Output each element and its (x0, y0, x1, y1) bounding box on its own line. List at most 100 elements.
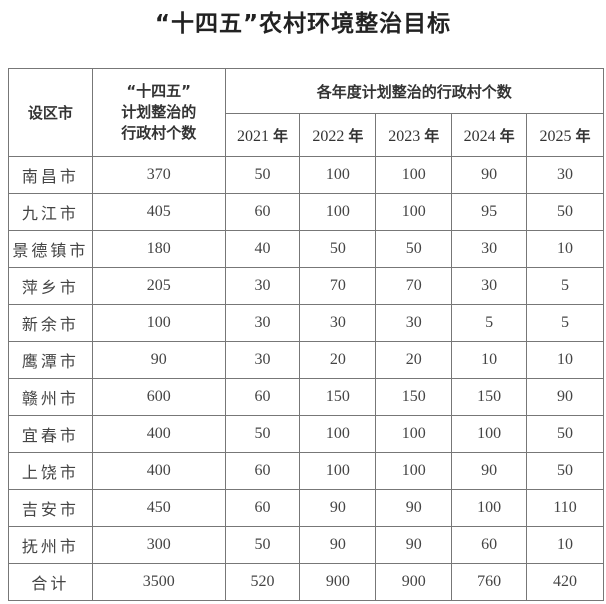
year-cell: 90 (299, 526, 377, 564)
year-cell: 10 (526, 230, 604, 268)
year-cell: 30 (224, 267, 301, 305)
year-cell: 5 (526, 267, 604, 305)
year-cell: 5 (451, 304, 528, 342)
header-city: 设区市 (8, 68, 93, 157)
year-cell: 110 (526, 489, 604, 527)
year-cell: 100 (375, 193, 453, 231)
total-cell: 400 (91, 415, 226, 453)
year-cell: 30 (526, 156, 604, 194)
year-cell: 420 (526, 563, 604, 601)
city-cell: 抚州市 (8, 526, 93, 564)
year-cell: 150 (299, 378, 377, 416)
year-cell: 50 (526, 415, 604, 453)
header-total-line: 计划整治的 (121, 103, 197, 121)
table-row: 合计 3500 520 900 900 760 420 (8, 563, 604, 601)
header-year-2025: 2025 年 (526, 113, 604, 157)
year-cell: 30 (451, 230, 528, 268)
year-cell: 150 (451, 378, 528, 416)
year-cell: 60 (224, 489, 301, 527)
header-year-2021: 2021 年 (224, 113, 301, 157)
city-cell: 鹰潭市 (8, 341, 93, 379)
total-cell: 450 (91, 489, 226, 527)
city-cell: 上饶市 (8, 452, 93, 490)
year-cell: 150 (375, 378, 453, 416)
city-cell: 赣州市 (8, 378, 93, 416)
table-row: 鹰潭市 90 30 20 20 10 10 (8, 341, 604, 379)
year-cell: 100 (451, 415, 528, 453)
year-cell: 10 (526, 341, 604, 379)
year-cell: 60 (224, 193, 301, 231)
year-cell: 10 (526, 526, 604, 564)
total-cell: 600 (91, 378, 226, 416)
year-cell: 50 (224, 415, 301, 453)
year-cell: 900 (375, 563, 453, 601)
year-cell: 30 (224, 341, 301, 379)
header-total-line: 行政村个数 (121, 124, 197, 142)
year-cell: 100 (375, 156, 453, 194)
year-value: 2022 (312, 127, 345, 145)
city-cell: 合计 (8, 563, 93, 601)
year-cell: 20 (299, 341, 377, 379)
page-title: “十四五”农村环境整治目标 (154, 11, 452, 37)
header-year-2023: 2023 年 (375, 113, 453, 157)
year-cell: 90 (526, 378, 604, 416)
table-row: 赣州市 600 60 150 150 150 90 (8, 378, 604, 416)
city-cell: 宜春市 (8, 415, 93, 453)
year-cell: 10 (451, 341, 528, 379)
city-cell: 吉安市 (8, 489, 93, 527)
header-annual-group: 各年度计划整治的行政村个数 (224, 68, 605, 114)
year-cell: 90 (375, 526, 453, 564)
year-cell: 90 (451, 452, 528, 490)
year-value: 2023 (388, 127, 421, 145)
total-cell: 3500 (91, 563, 226, 601)
city-cell: 萍乡市 (8, 267, 93, 305)
year-cell: 70 (375, 267, 453, 305)
total-cell: 100 (91, 304, 226, 342)
year-cell: 40 (224, 230, 301, 268)
year-cell: 90 (375, 489, 453, 527)
total-cell: 300 (91, 526, 226, 564)
year-cell: 50 (299, 230, 377, 268)
table-row: 南昌市 370 50 100 100 90 30 (8, 156, 604, 194)
total-cell: 370 (91, 156, 226, 194)
year-cell: 30 (451, 267, 528, 305)
year-cell: 100 (375, 452, 453, 490)
year-suffix: 年 (424, 126, 440, 145)
year-cell: 50 (526, 193, 604, 231)
year-cell: 60 (224, 452, 301, 490)
year-suffix: 年 (575, 126, 591, 145)
year-value: 2025 (539, 127, 572, 145)
year-cell: 30 (224, 304, 301, 342)
total-cell: 90 (91, 341, 226, 379)
header-year-2022: 2022 年 (299, 113, 377, 157)
year-cell: 50 (224, 156, 301, 194)
table-row: 萍乡市 205 30 70 70 30 5 (8, 267, 604, 305)
year-value: 2024 (463, 127, 496, 145)
total-cell: 205 (91, 267, 226, 305)
year-cell: 5 (526, 304, 604, 342)
year-cell: 30 (375, 304, 453, 342)
header-total: “十四五” 计划整治的 行政村个数 (91, 68, 226, 157)
year-cell: 70 (299, 267, 377, 305)
year-cell: 100 (299, 156, 377, 194)
header-total-line: “十四五” (126, 82, 192, 100)
city-cell: 九江市 (8, 193, 93, 231)
year-cell: 100 (299, 452, 377, 490)
year-cell: 95 (451, 193, 528, 231)
table-row: 九江市 405 60 100 100 95 50 (8, 193, 604, 231)
year-suffix: 年 (272, 126, 288, 145)
year-cell: 60 (224, 378, 301, 416)
total-cell: 180 (91, 230, 226, 268)
table-row: 吉安市 450 60 90 90 100 110 (8, 489, 604, 527)
year-cell: 50 (224, 526, 301, 564)
year-value: 2021 (236, 127, 269, 145)
table-row: 新余市 100 30 30 30 5 5 (8, 304, 604, 342)
year-suffix: 年 (348, 126, 364, 145)
year-cell: 90 (451, 156, 528, 194)
header-year-2024: 2024 年 (451, 113, 528, 157)
table-row: 上饶市 400 60 100 100 90 50 (8, 452, 604, 490)
year-cell: 50 (526, 452, 604, 490)
total-cell: 405 (91, 193, 226, 231)
year-cell: 90 (299, 489, 377, 527)
year-cell: 760 (451, 563, 528, 601)
